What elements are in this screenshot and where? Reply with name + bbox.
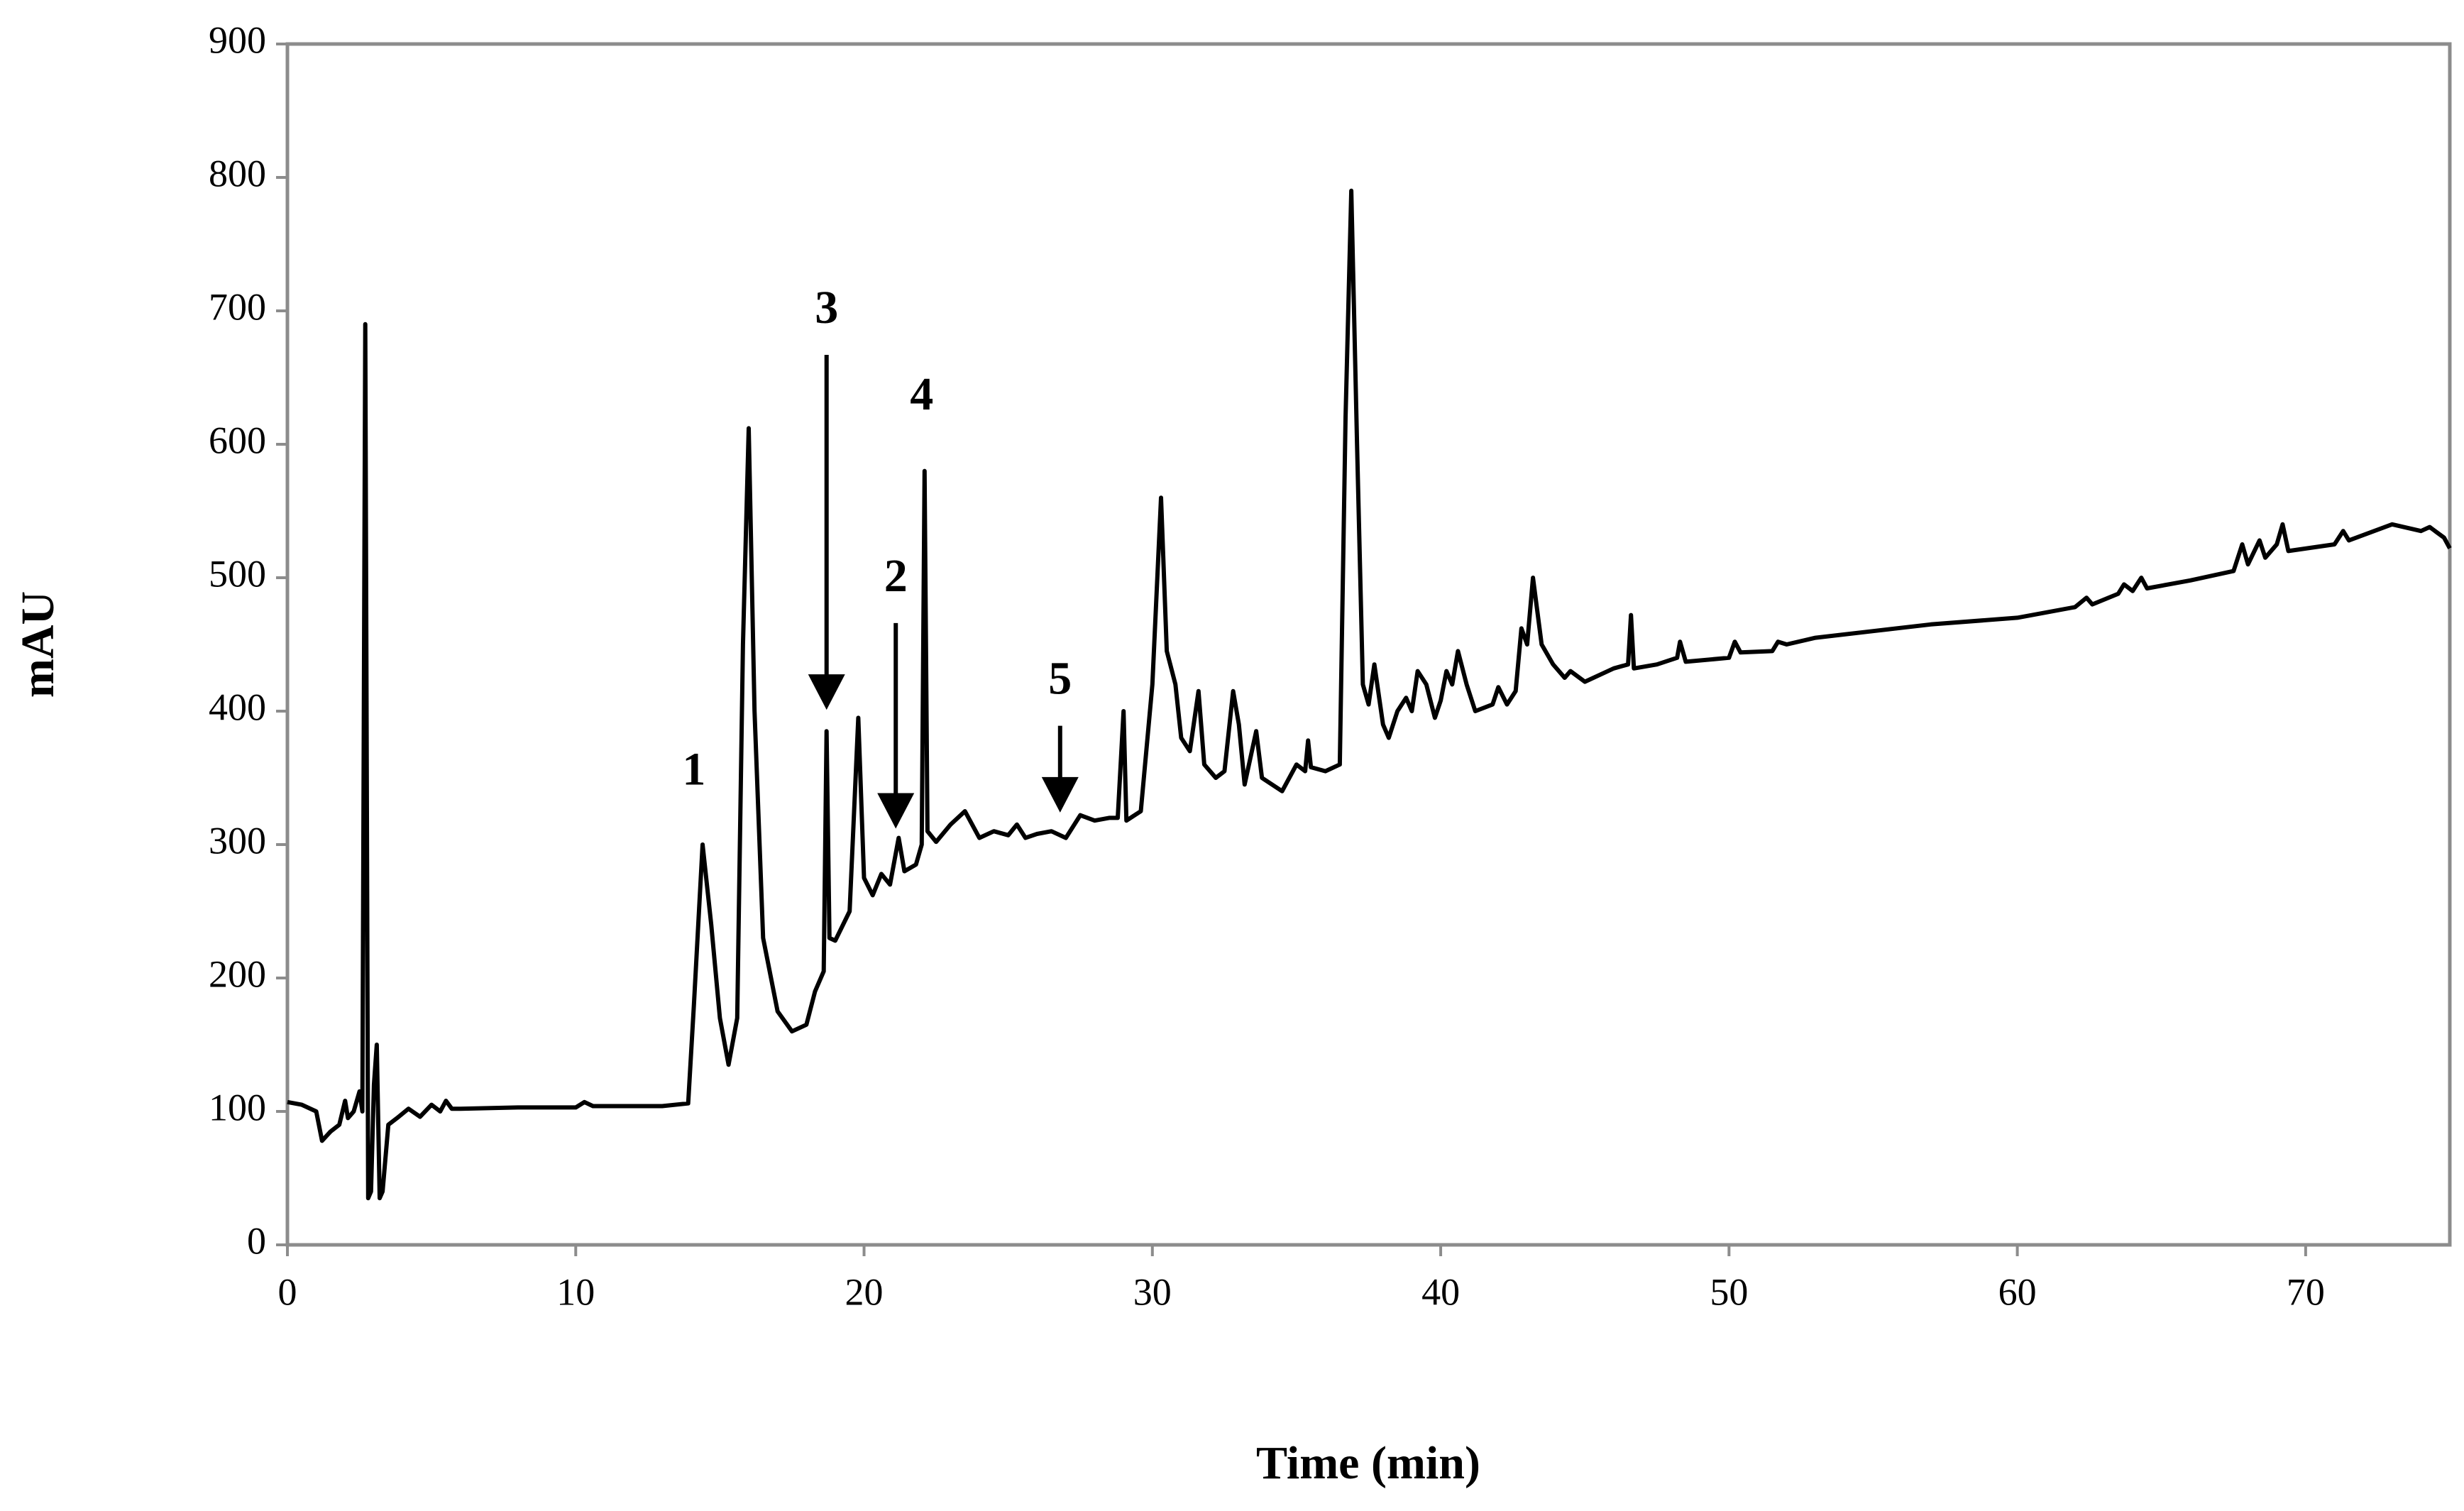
x-tick-label: 70 bbox=[2287, 1270, 2325, 1313]
y-tick-label: 500 bbox=[209, 552, 266, 595]
x-tick-label: 30 bbox=[1133, 1270, 1172, 1313]
y-tick-label: 300 bbox=[209, 819, 266, 862]
x-tick-label: 20 bbox=[845, 1270, 884, 1313]
annotation-label: 5 bbox=[1048, 653, 1072, 705]
plot-frame bbox=[285, 42, 2452, 1247]
x-tick-label: 40 bbox=[1421, 1270, 1460, 1313]
x-tick-label: 60 bbox=[1998, 1270, 2037, 1313]
annotation-label: 1 bbox=[682, 743, 705, 795]
x-tick-label: 50 bbox=[1710, 1270, 1748, 1313]
x-tick-label: 10 bbox=[556, 1270, 595, 1313]
arrow-head bbox=[877, 793, 915, 829]
y-tick-label: 900 bbox=[209, 18, 266, 61]
annotation-label: 4 bbox=[910, 368, 933, 420]
annotation-label: 3 bbox=[815, 282, 838, 334]
y-axis-title: mAU bbox=[12, 591, 64, 698]
y-tick-label: 0 bbox=[247, 1219, 266, 1262]
y-tick-label: 700 bbox=[209, 285, 266, 328]
y-tick-label: 400 bbox=[209, 686, 266, 728]
data-line bbox=[287, 188, 2452, 1201]
y-tick-label: 200 bbox=[209, 952, 266, 995]
y-tick-label: 100 bbox=[209, 1086, 266, 1128]
arrow-head bbox=[808, 674, 845, 710]
annotation-label: 2 bbox=[884, 550, 908, 602]
arrow-head bbox=[1041, 776, 1079, 813]
x-tick-label: 0 bbox=[278, 1270, 297, 1313]
x-axis-title: Time (min) bbox=[1256, 1437, 1480, 1489]
y-tick-label: 600 bbox=[209, 419, 266, 461]
y-tick-label: 800 bbox=[209, 152, 266, 194]
